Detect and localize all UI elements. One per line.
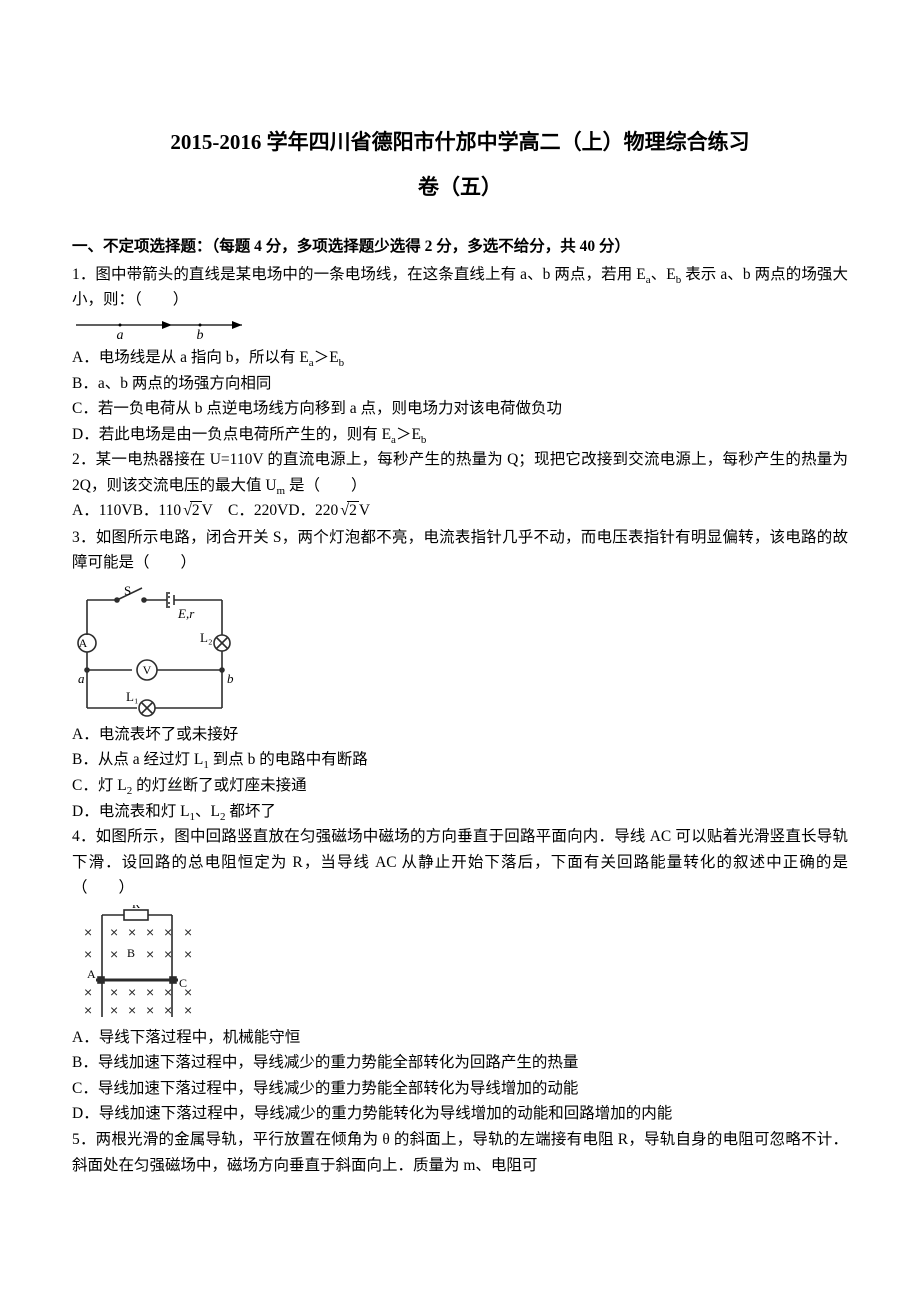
q4-label-c: C [179,976,187,990]
q3-label-l1: L₁ [126,689,138,704]
q1-option-c: C．若一负电荷从 b 点逆电场线方向移到 a 点，则电场力对该电荷做负功 [72,396,848,422]
q1-stem: 1．图中带箭头的直线是某电场中的一条电场线，在这条直线上有 a、b 两点，若用 … [72,262,848,313]
svg-text:×: × [164,1002,172,1018]
svg-text:×: × [128,1002,136,1018]
svg-text:×: × [146,1002,154,1018]
q3-stem: 3．如图所示电路，闭合开关 S，两个灯泡都不亮，电流表指针几乎不动，而电压表指针… [72,525,848,576]
svg-text:A: A [79,636,88,650]
q4-option-d: D．导线加速下落过程中，导线减少的重力势能转化为导线增加的动能和回路增加的内能 [72,1101,848,1127]
q3-figure: S E,r A V L₂ L₁ a b [72,580,848,720]
q1-label-a: a [117,328,124,343]
q4-label-b: B [127,946,135,960]
svg-text:×: × [84,1002,92,1018]
page-subtitle: 卷（五） [72,170,848,205]
svg-text:×: × [164,946,172,962]
svg-text:×: × [184,924,192,940]
q2-options: A．110VB．1102V C．220VD．2202V [72,498,848,524]
q1-option-a: A．电场线是从 a 指向 b，所以有 Ea＞Eb [72,345,848,371]
q1-label-b: b [197,328,204,343]
q4-option-a: A．导线下落过程中，机械能守恒 [72,1025,848,1051]
q4-option-b: B．导线加速下落过程中，导线减少的重力势能全部转化为回路产生的热量 [72,1050,848,1076]
q4-option-c: C．导线加速下落过程中，导线减少的重力势能全部转化为导线增加的动能 [72,1076,848,1102]
q5-stem: 5．两根光滑的金属导轨，平行放置在倾角为 θ 的斜面上，导轨的左端接有电阻 R，… [72,1127,848,1178]
q3-label-a: a [78,671,85,686]
q3-option-a: A．电流表坏了或未接好 [72,722,848,748]
q4-label-a: A [87,967,96,981]
q3-option-b: B．从点 a 经过灯 L1 到点 b 的电路中有断路 [72,747,848,773]
svg-text:×: × [84,946,92,962]
q3-label-b: b [227,671,234,686]
section-1-heading: 一、不定项选择题：（每题 4 分，多项选择题少选得 2 分，多选不给分，共 40… [72,234,848,260]
svg-text:×: × [84,924,92,940]
svg-text:×: × [164,984,172,1000]
page-title: 2015-2016 学年四川省德阳市什邡中学高二（上）物理综合练习 [72,125,848,160]
q3-option-d: D．电流表和灯 L1、L2 都坏了 [72,799,848,825]
q4-label-r: R [132,905,140,911]
svg-text:×: × [146,984,154,1000]
svg-text:×: × [110,946,118,962]
svg-text:×: × [110,984,118,1000]
q1-option-b: B．a、b 两点的场强方向相同 [72,371,848,397]
q4-figure: ×××××× ××××× ×××××× ×××××× R B A C [72,905,848,1023]
q1-figure: a b [72,317,848,343]
q3-option-c: C．灯 L2 的灯丝断了或灯座未接通 [72,773,848,799]
q3-label-s: S [124,583,131,598]
svg-text:×: × [184,1002,192,1018]
svg-text:×: × [110,1002,118,1018]
svg-text:×: × [128,924,136,940]
q3-label-l2: L₂ [200,630,212,645]
svg-text:×: × [146,924,154,940]
q3-label-er: E,r [177,606,195,621]
svg-text:×: × [128,984,136,1000]
svg-text:×: × [146,946,154,962]
svg-text:×: × [110,924,118,940]
q1-option-d: D．若此电场是由一负点电荷所产生的，则有 Ea＞Eb [72,422,848,448]
svg-text:×: × [164,924,172,940]
q4-stem: 4．如图所示，图中回路竖直放在匀强磁场中磁场的方向垂直于回路平面向内．导线 AC… [72,824,848,901]
svg-text:×: × [184,946,192,962]
svg-text:×: × [84,984,92,1000]
q2-stem: 2．某一电热器接在 U=110V 的直流电源上，每秒产生的热量为 Q；现把它改接… [72,447,848,498]
svg-text:V: V [143,663,152,677]
